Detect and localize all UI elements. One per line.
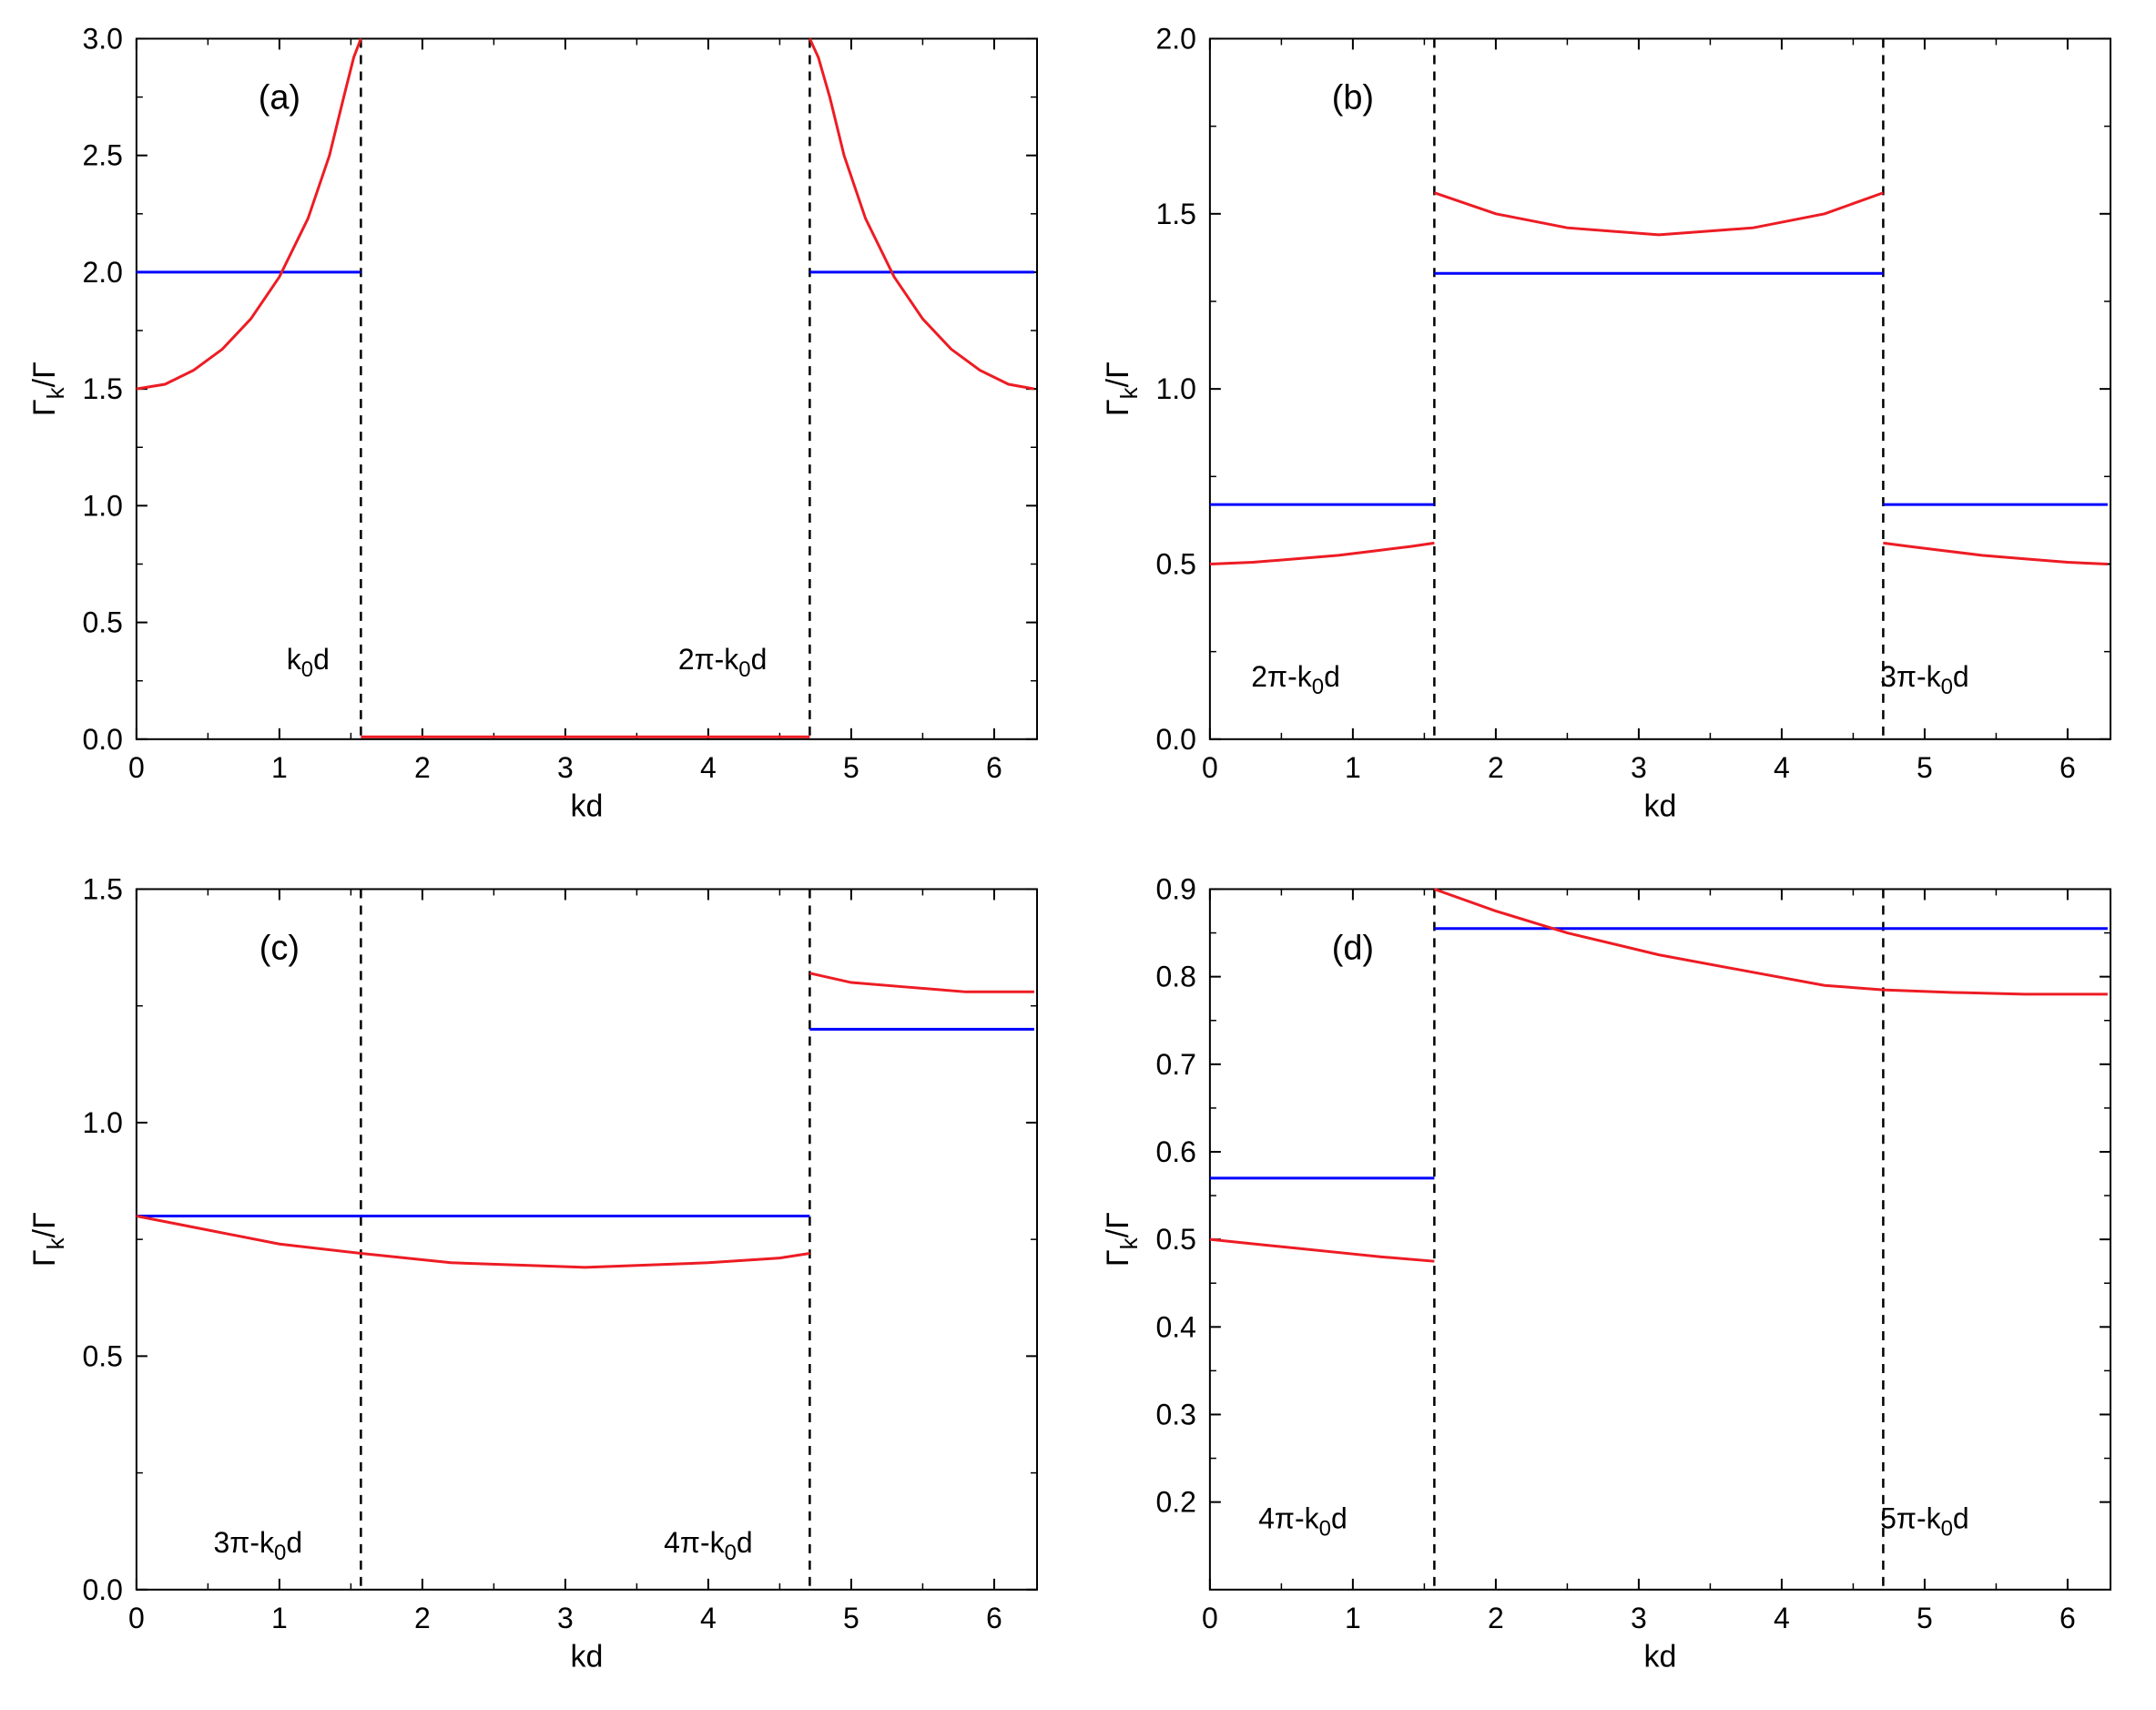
ytick-label: 0.9 — [1155, 873, 1195, 906]
xtick-label: 1 — [1345, 1602, 1361, 1634]
xtick-label: 4 — [700, 751, 717, 784]
vline-label: 5π-k0d — [1880, 1502, 1969, 1542]
ytick-label: 0.5 — [1155, 547, 1195, 580]
xtick-label: 2 — [414, 1602, 431, 1634]
xtick-label: 5 — [843, 1602, 859, 1634]
ytick-label: 0.5 — [82, 1340, 122, 1373]
vline-label: 3π-k0d — [214, 1526, 303, 1565]
ytick-label: 0.0 — [82, 723, 122, 756]
ytick-label: 0.0 — [1155, 723, 1195, 756]
ytick-label: 1.5 — [1155, 198, 1195, 230]
ylabel: Γk/Γ — [27, 361, 69, 416]
ytick-label: 0.5 — [1155, 1223, 1195, 1256]
ytick-label: 0.0 — [82, 1573, 122, 1606]
ytick-label: 1.0 — [82, 489, 122, 522]
xtick-label: 1 — [271, 1602, 288, 1634]
xlabel: kd — [571, 1640, 604, 1674]
svg-text:Γk/Γ: Γk/Γ — [27, 1212, 69, 1267]
ytick-label: 2.0 — [1155, 22, 1195, 55]
xtick-label: 3 — [1631, 1602, 1647, 1634]
vline-label: 2π-k0d — [678, 643, 768, 682]
xtick-label: 6 — [2059, 751, 2076, 784]
ytick-label: 0.4 — [1155, 1311, 1195, 1344]
xtick-label: 5 — [1917, 1602, 1933, 1634]
ytick-label: 1.0 — [82, 1106, 122, 1139]
xtick-label: 5 — [1917, 751, 1933, 784]
ylabel: Γk/Γ — [1101, 361, 1143, 416]
red-curve — [1434, 193, 1883, 235]
xtick-label: 4 — [1774, 751, 1790, 784]
xtick-label: 3 — [557, 1602, 574, 1634]
red-curve — [1434, 890, 2107, 994]
svg-text:Γk/Γ: Γk/Γ — [1101, 361, 1143, 416]
xtick-label: 6 — [986, 1602, 1002, 1634]
vline-label: 4π-k0d — [664, 1526, 753, 1565]
xtick-label: 0 — [128, 751, 145, 784]
red-curve — [1210, 543, 1434, 564]
xtick-label: 4 — [1774, 1602, 1790, 1634]
panel-a: 0 1 2 3 4 5 6 0.0 0.5 1.0 1.5 2.0 2.5 3.0 kd Γk/Γ (a) k… — [18, 18, 1064, 841]
xtick-label: 2 — [414, 751, 431, 784]
red-curve — [809, 973, 1033, 992]
vline-label: 3π-k0d — [1880, 660, 1969, 699]
red-curve — [137, 38, 361, 389]
ytick-label: 1.0 — [1155, 372, 1195, 405]
ytick-label: 1.5 — [82, 372, 122, 405]
ytick-label: 3.0 — [82, 22, 122, 55]
ytick-label: 0.7 — [1155, 1048, 1195, 1081]
xtick-label: 0 — [128, 1602, 145, 1634]
xtick-label: 5 — [843, 751, 859, 784]
ylabel: Γk/Γ — [27, 1212, 69, 1267]
red-curve — [137, 1216, 809, 1267]
xlabel: kd — [1644, 1640, 1677, 1674]
figure-grid: 0 1 2 3 4 5 6 0.0 0.5 1.0 1.5 2.0 2.5 3.0 kd Γk/Γ (a) k… — [18, 18, 2138, 1692]
red-curve — [1883, 543, 2107, 564]
xtick-label: 3 — [1631, 751, 1647, 784]
panel-letter: (c) — [259, 930, 300, 968]
ytick-label: 0.6 — [1155, 1135, 1195, 1168]
xtick-label: 2 — [1488, 751, 1504, 784]
ytick-label: 2.5 — [82, 139, 122, 172]
xtick-label: 1 — [271, 751, 288, 784]
ytick-label: 0.5 — [82, 606, 122, 639]
panel-d: 0 1 2 3 4 5 6 0.2 0.3 0.4 0.5 0.6 0.7 0.8 0.9 kd Γk/Γ (… — [1092, 869, 2138, 1692]
xtick-label: 0 — [1202, 751, 1218, 784]
red-curve — [1210, 1239, 1434, 1261]
panel-b: 0 1 2 3 4 5 6 0.0 0.5 1.0 1.5 2.0 kd Γk/Γ (b) 2π-k0d 3… — [1092, 18, 2138, 841]
ytick-label: 1.5 — [82, 873, 122, 906]
xtick-label: 6 — [2059, 1602, 2076, 1634]
vline-label: k0d — [287, 643, 330, 682]
panel-letter: (a) — [259, 78, 300, 117]
xtick-label: 0 — [1202, 1602, 1218, 1634]
panel-c: 0 1 2 3 4 5 6 0.0 0.5 1.0 1.5 kd Γk/Γ (c) 3π-k0d 4π-k… — [18, 869, 1064, 1692]
panel-letter: (d) — [1332, 930, 1374, 968]
ylabel: Γk/Γ — [1101, 1212, 1143, 1267]
panel-letter: (b) — [1332, 78, 1374, 117]
xtick-label: 2 — [1488, 1602, 1504, 1634]
xlabel: kd — [571, 789, 604, 824]
ytick-label: 2.0 — [82, 256, 122, 289]
svg-text:Γk/Γ: Γk/Γ — [27, 361, 69, 416]
xtick-label: 4 — [700, 1602, 717, 1634]
xlabel: kd — [1644, 789, 1677, 824]
svg-text:Γk/Γ: Γk/Γ — [1101, 1212, 1143, 1267]
red-curve — [809, 38, 1033, 389]
ytick-label: 0.3 — [1155, 1399, 1195, 1431]
xtick-label: 3 — [557, 751, 574, 784]
ytick-label: 0.8 — [1155, 961, 1195, 993]
xtick-label: 6 — [986, 751, 1002, 784]
xtick-label: 1 — [1345, 751, 1361, 784]
ytick-label: 0.2 — [1155, 1486, 1195, 1519]
vline-label: 4π-k0d — [1258, 1502, 1348, 1542]
vline-label: 2π-k0d — [1251, 660, 1340, 699]
